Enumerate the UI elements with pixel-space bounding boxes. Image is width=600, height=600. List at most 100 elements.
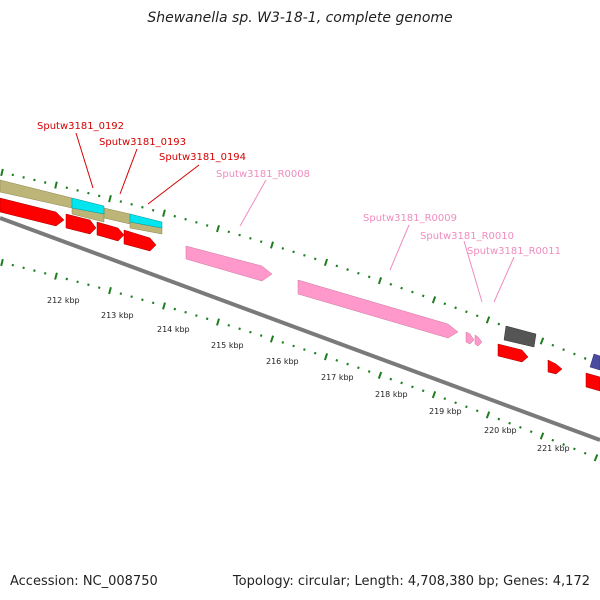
feature-label[interactable]: Sputw3181_0193 — [99, 137, 186, 148]
cds-arrow[interactable] — [585, 372, 600, 392]
kbp-label: 213 kbp — [101, 311, 134, 320]
cds-arrow[interactable] — [96, 221, 125, 242]
tick-mark — [313, 351, 317, 355]
tick-mark — [573, 352, 576, 356]
kbp-label: 218 kbp — [375, 390, 408, 399]
leader-line — [463, 240, 483, 303]
tick-mark — [205, 317, 209, 321]
feature-label[interactable]: Sputw3181_R0008 — [216, 169, 310, 180]
tick-mark — [108, 287, 112, 295]
tick-mark — [97, 194, 101, 198]
feature-label[interactable]: Sputw3181_0194 — [159, 152, 246, 163]
tick-mark — [0, 168, 4, 177]
tick-mark — [269, 335, 275, 343]
tick-mark — [431, 391, 437, 399]
tick-mark — [573, 447, 576, 451]
tick-mark — [173, 307, 177, 311]
tick-mark — [22, 266, 25, 270]
tick-mark — [367, 370, 371, 373]
accession-label: Accession: NC_008750 — [10, 574, 158, 589]
tick-mark — [54, 272, 58, 280]
tick-mark — [65, 277, 69, 281]
tick-mark — [162, 302, 166, 310]
tick-mark — [562, 443, 565, 446]
tick-mark — [475, 409, 479, 413]
cds-features — [0, 197, 600, 392]
tick-mark — [421, 389, 425, 393]
tick-mark — [216, 318, 220, 326]
kbp-label: 215 kbp — [211, 341, 244, 350]
rrna-arrow[interactable] — [185, 245, 273, 282]
cds-arrow[interactable] — [497, 343, 529, 363]
tick-mark — [249, 330, 252, 334]
rrna-arrow[interactable] — [465, 331, 475, 345]
tick-mark — [141, 205, 144, 209]
tick-mark — [508, 421, 511, 425]
tick-mark — [303, 254, 306, 257]
cyan-feature[interactable] — [71, 197, 105, 215]
feature-label[interactable]: Sputw3181_R0009 — [363, 213, 457, 224]
tick-mark — [475, 314, 479, 318]
feature-label[interactable]: Sputw3181_R0011 — [467, 246, 561, 257]
tick-mark — [259, 334, 263, 337]
tick-mark — [583, 357, 587, 360]
cds-arrow[interactable] — [547, 359, 563, 375]
tick-mark — [411, 290, 414, 294]
feature-label[interactable]: Sputw3181_R0010 — [420, 231, 514, 242]
tick-mark — [281, 341, 285, 344]
tick-mark — [97, 286, 101, 289]
tick-mark — [184, 217, 187, 221]
cds-arrow[interactable] — [65, 213, 97, 235]
tick-mark — [377, 276, 383, 285]
leader-line — [75, 132, 94, 189]
tick-mark — [259, 240, 263, 243]
tick-mark — [43, 272, 47, 275]
tick-mark — [421, 294, 425, 298]
tick-mark — [65, 186, 69, 190]
tick-mark — [519, 426, 522, 429]
tan-feature[interactable] — [103, 207, 131, 225]
tick-mark — [411, 385, 414, 389]
tick-mark — [389, 282, 393, 286]
leader-line — [147, 164, 200, 205]
kbp-label: 212 kbp — [47, 296, 80, 305]
kbp-label: 221 kbp — [537, 444, 570, 453]
tick-mark — [539, 337, 545, 345]
tick-mark — [173, 214, 177, 218]
cds-arrow[interactable] — [0, 197, 65, 227]
tick-mark — [400, 381, 403, 385]
tick-mark — [323, 353, 329, 361]
gray-feature[interactable] — [503, 325, 537, 348]
tick-mark — [87, 191, 90, 195]
tick-mark — [400, 286, 403, 290]
cds-arrow[interactable] — [123, 229, 157, 252]
tick-mark — [238, 327, 241, 331]
tick-mark — [43, 181, 47, 184]
tick-mark — [119, 292, 123, 295]
tick-mark — [130, 295, 133, 298]
leader-line — [389, 224, 410, 271]
tick-mark — [108, 195, 112, 203]
tick-mark — [551, 438, 555, 442]
tick-mark — [485, 411, 491, 419]
kbp-label: 214 kbp — [157, 325, 190, 334]
tick-mark — [151, 208, 155, 212]
feature-label[interactable]: Sputw3181_0192 — [37, 121, 124, 132]
tick-mark — [0, 258, 4, 267]
rrna-arrow[interactable] — [297, 279, 459, 339]
cyan-feature[interactable] — [129, 213, 163, 229]
tan-features — [0, 179, 163, 235]
tick-mark — [367, 275, 371, 279]
tick-mark — [593, 454, 599, 462]
navy-feature[interactable] — [589, 353, 600, 371]
tick-mark — [141, 298, 144, 302]
tick-mark — [454, 306, 457, 310]
leader-line — [119, 148, 138, 195]
rrna-arrow[interactable] — [474, 334, 483, 347]
leader-line — [493, 256, 515, 303]
kbp-label: 220 kbp — [484, 426, 517, 435]
tick-mark — [465, 405, 468, 409]
tick-mark — [346, 268, 349, 271]
